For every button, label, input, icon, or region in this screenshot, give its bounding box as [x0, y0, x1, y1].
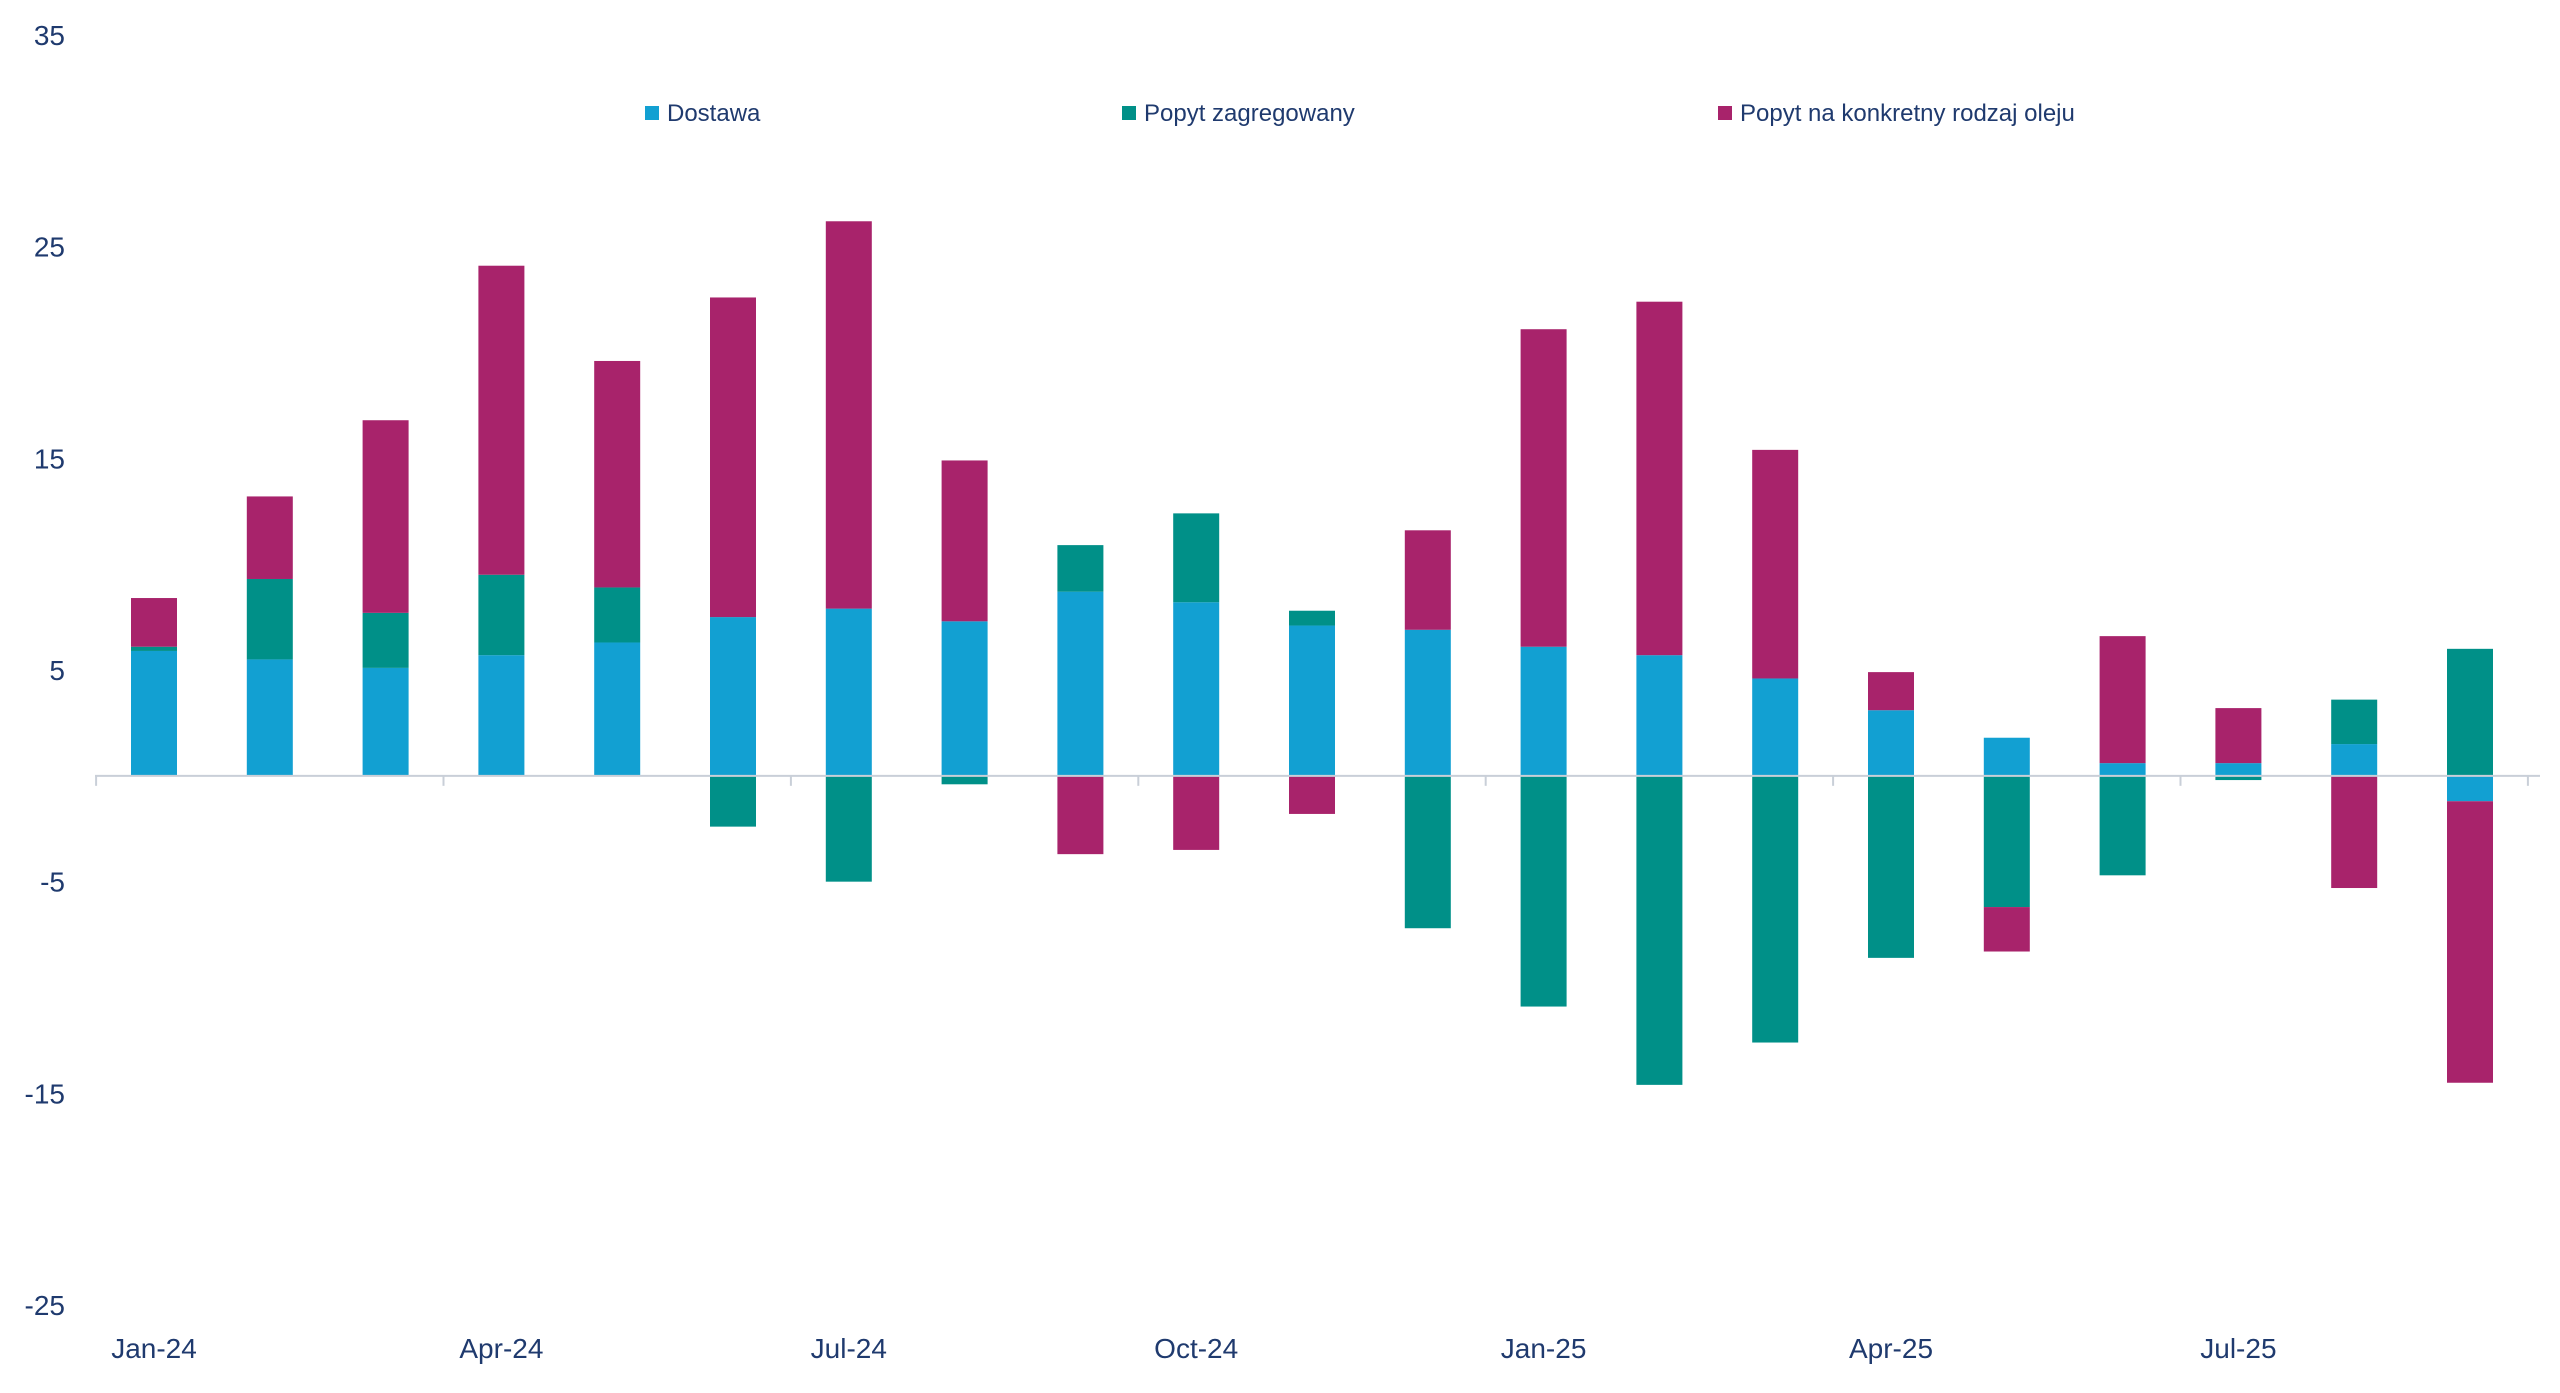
bar-segment-dostawa	[1983, 737, 2030, 776]
bar-segment-popyt-konkretny	[1636, 301, 1683, 656]
bar-segment-popyt-konkretny	[2099, 636, 2146, 764]
bar-segment-popyt-konkretny	[1173, 775, 1220, 850]
bar-segment-popyt-zagregowany	[478, 574, 525, 656]
bar-segment-dostawa	[2447, 775, 2493, 802]
bar-segment-dostawa	[825, 608, 872, 776]
bar-segment-popyt-zagregowany	[131, 646, 177, 651]
x-tick-label: Jan-24	[111, 1333, 197, 1364]
legend-swatch	[1718, 106, 1732, 120]
legend-swatch	[1122, 106, 1136, 120]
bar-segment-popyt-konkretny	[825, 221, 872, 609]
y-tick-label: -5	[40, 867, 65, 898]
bar-segment-popyt-zagregowany	[246, 578, 293, 660]
y-tick-label: 35	[34, 20, 65, 51]
bar-segment-dostawa	[1868, 710, 1914, 776]
legend: Dostawa Popyt zagregowany Popyt na konkret…	[645, 100, 2075, 127]
bar-segment-popyt-zagregowany	[2215, 775, 2262, 781]
bar-segment-popyt-konkretny	[362, 420, 409, 613]
bar-segment-popyt-zagregowany	[941, 775, 988, 785]
y-axis: 35 25 15 5 -5 -15 -25	[25, 20, 65, 1321]
bar-segment-dostawa	[941, 621, 988, 776]
bar-segment-popyt-konkretny	[478, 265, 525, 575]
bar-segment-popyt-zagregowany	[1752, 775, 1799, 1043]
bar-segment-popyt-konkretny	[1868, 672, 1914, 711]
bar-segment-popyt-zagregowany	[594, 587, 641, 643]
bar-segment-popyt-konkretny	[1983, 907, 2030, 952]
bar-segment-popyt-zagregowany	[1983, 775, 2030, 908]
bar-segment-dostawa	[1289, 625, 1335, 776]
x-tick-label: Jul-25	[2200, 1333, 2276, 1364]
y-tick-label: -15	[25, 1078, 65, 1109]
bar-segment-dostawa	[2099, 763, 2146, 776]
bar-segment-popyt-konkretny	[131, 598, 177, 647]
legend-label: Popyt na konkretny rodzaj oleju	[1740, 100, 2075, 127]
bar-segment-popyt-konkretny	[2215, 708, 2262, 764]
bar-segment-popyt-konkretny	[1057, 775, 1104, 855]
bar-segment-dostawa	[246, 659, 293, 776]
bar-segment-dostawa	[710, 617, 756, 776]
x-tick-label: Jul-24	[811, 1333, 887, 1364]
bar-segment-dostawa	[1173, 602, 1220, 776]
bar-segment-dostawa	[362, 667, 409, 776]
bar-segment-popyt-zagregowany	[362, 612, 409, 668]
bar-segment-popyt-zagregowany	[1173, 513, 1220, 603]
x-axis: Jan-24 Apr-24 Jul-24 Oct-24 Jan-25 Apr-25 Jul-…	[95, 774, 2540, 1364]
bar-segment-popyt-zagregowany	[1868, 775, 1914, 958]
bar-segment-popyt-zagregowany	[825, 775, 872, 882]
legend-label: Dostawa	[667, 100, 761, 127]
bar-segment-popyt-zagregowany	[1289, 610, 1335, 626]
legend-swatch	[645, 106, 659, 120]
bar-segment-dostawa	[1404, 629, 1451, 776]
legend-item: Popyt na konkretny rodzaj oleju	[1718, 100, 2075, 127]
bar-segment-dostawa	[1520, 646, 1567, 776]
y-tick-label: 15	[34, 443, 65, 474]
y-tick-label: -25	[25, 1290, 65, 1321]
y-tick-label: 5	[49, 655, 65, 686]
bar-segment-popyt-zagregowany	[1057, 545, 1104, 592]
bar-segment-dostawa	[2331, 744, 2378, 776]
bar-segment-popyt-konkretny	[1289, 775, 1335, 814]
y-tick-label: 25	[34, 232, 65, 263]
bar-segment-popyt-zagregowany	[2447, 648, 2493, 776]
bar-segment-dostawa	[131, 650, 177, 776]
bar-segment-popyt-zagregowany	[1404, 775, 1451, 929]
bar-segment-dostawa	[478, 655, 525, 776]
bar-segment-dostawa	[2215, 763, 2262, 776]
bar-segment-popyt-konkretny	[246, 496, 293, 579]
bar-segment-popyt-konkretny	[941, 460, 988, 622]
bar-segment-popyt-konkretny	[2447, 801, 2493, 1083]
x-tick-label: Apr-25	[1849, 1333, 1933, 1364]
bars	[131, 221, 2493, 1085]
bar-segment-popyt-zagregowany	[1636, 775, 1683, 1085]
bar-segment-dostawa	[1057, 591, 1104, 776]
legend-item: Dostawa	[645, 100, 761, 127]
bar-segment-popyt-konkretny	[1520, 329, 1567, 647]
bar-segment-popyt-konkretny	[1752, 449, 1799, 679]
legend-label: Popyt zagregowany	[1144, 100, 1355, 127]
bar-segment-popyt-zagregowany	[1520, 775, 1567, 1007]
bar-segment-popyt-zagregowany	[2099, 775, 2146, 876]
bar-segment-popyt-konkretny	[594, 360, 641, 588]
x-tick-label: Apr-24	[459, 1333, 543, 1364]
bar-segment-dostawa	[1752, 678, 1799, 776]
legend-item: Popyt zagregowany	[1122, 100, 1355, 127]
bar-segment-dostawa	[594, 642, 641, 776]
bar-segment-popyt-konkretny	[2331, 775, 2378, 889]
bar-segment-dostawa	[1636, 655, 1683, 776]
bar-segment-popyt-zagregowany	[710, 775, 756, 827]
x-tick-label: Jan-25	[1501, 1333, 1587, 1364]
x-tick-label: Oct-24	[1154, 1333, 1238, 1364]
bar-segment-popyt-konkretny	[1404, 530, 1451, 630]
bar-segment-popyt-zagregowany	[2331, 699, 2378, 745]
bar-segment-popyt-konkretny	[710, 297, 756, 618]
